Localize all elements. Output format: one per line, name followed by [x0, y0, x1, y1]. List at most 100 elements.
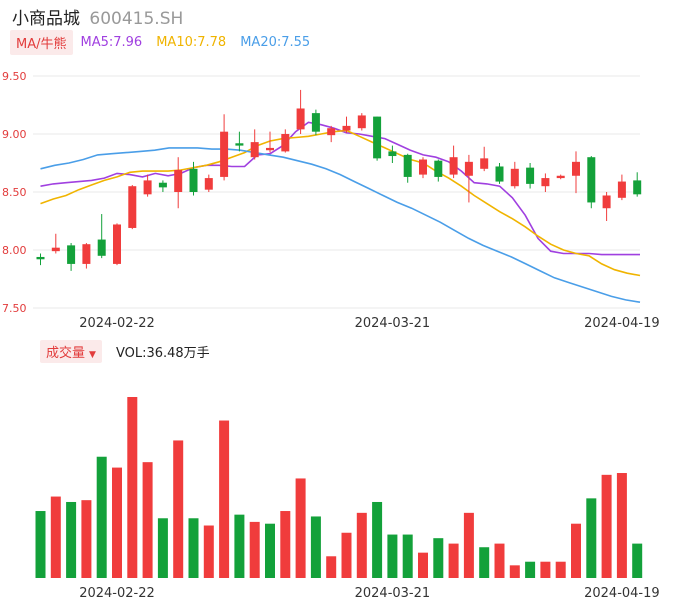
candle-body: [449, 157, 458, 175]
candle-body: [587, 157, 596, 203]
candle: [373, 116, 382, 161]
candle: [235, 131, 244, 152]
volume-bar: [127, 397, 138, 578]
volume-bar: [50, 496, 61, 578]
candle-body: [357, 115, 366, 129]
candle: [602, 192, 611, 221]
ma-line-ma10: [40, 129, 641, 277]
candle-body: [510, 168, 519, 187]
candle-body: [633, 180, 642, 195]
ma5-value: MA5:7.96: [80, 34, 143, 50]
chevron-down-icon: ▼: [89, 349, 96, 360]
candle: [189, 161, 198, 196]
price-date-label: 2024-03-21: [355, 316, 431, 331]
candle: [419, 157, 427, 179]
candle-body: [281, 134, 290, 152]
candle: [572, 151, 580, 194]
candle-body: [204, 178, 213, 190]
candle-body: [434, 160, 443, 177]
volume-bar: [96, 456, 107, 578]
candle: [51, 233, 60, 254]
candle-body: [541, 178, 550, 187]
volume-bar: [448, 543, 459, 578]
candle-body: [143, 180, 152, 195]
volume-bar: [387, 534, 398, 578]
candle: [464, 154, 473, 203]
stock-title: 小商品城 600415.SH: [12, 4, 183, 29]
candle: [327, 125, 336, 143]
volume-bar: [326, 556, 337, 578]
price-tick-label: 8.00: [2, 244, 27, 257]
candle: [403, 153, 412, 183]
candle-body: [266, 147, 274, 151]
price-date-label: 2024-04-19: [584, 316, 660, 331]
candle: [143, 174, 152, 197]
candle: [67, 243, 76, 271]
candle: [587, 156, 596, 209]
volume-value: VOL:36.48万手: [115, 345, 210, 361]
volume-bar: [555, 561, 566, 578]
candle: [36, 253, 45, 266]
candle-body: [464, 161, 473, 176]
candle-body: [602, 195, 611, 209]
candle: [449, 145, 458, 179]
candle: [82, 243, 91, 269]
candle-body: [189, 168, 198, 192]
stock-code: 600415.SH: [89, 9, 184, 29]
ma-legend: MA/牛熊 MA5:7.96 MA10:7.78 MA20:7.55: [10, 29, 324, 55]
volume-bar: [112, 467, 122, 578]
volume-bar: [66, 501, 77, 578]
candle-body: [526, 167, 535, 184]
candle: [541, 173, 550, 192]
candle-body: [220, 131, 229, 177]
candle-body: [158, 182, 167, 188]
candle-body: [296, 108, 305, 130]
ma-type-selector[interactable]: MA/牛熊: [10, 29, 73, 55]
candle: [480, 146, 489, 172]
candle: [174, 157, 183, 209]
stock-name: 小商品城: [12, 9, 80, 29]
candle-body: [403, 154, 412, 177]
candle-body: [572, 161, 580, 176]
volume-bar: [479, 547, 490, 578]
volume-bar: [509, 565, 520, 578]
candle: [556, 174, 565, 180]
volume-bar: [157, 518, 168, 578]
volume-bar: [571, 523, 581, 578]
candle: [357, 113, 366, 131]
ma20-value: MA20:7.55: [240, 34, 311, 50]
price-tick-label: 9.00: [2, 128, 27, 141]
price-tick-label: 8.50: [2, 186, 27, 199]
candle: [434, 159, 443, 182]
candle: [204, 174, 213, 192]
price-tick-label: 9.50: [2, 70, 27, 83]
volume-bar: [586, 498, 597, 578]
volume-bar: [234, 514, 245, 578]
candle-body: [128, 186, 137, 228]
candle: [281, 129, 290, 153]
volume-bar: [402, 534, 413, 578]
ma10-value: MA10:7.78: [156, 34, 227, 50]
candle: [158, 180, 167, 192]
volume-date-label: 2024-02-22: [79, 586, 155, 601]
volume-bar: [494, 543, 505, 578]
volume-date-label: 2024-04-19: [584, 586, 660, 601]
candle-body: [311, 113, 320, 132]
candle: [113, 223, 121, 266]
volume-bar: [188, 518, 199, 578]
candle: [250, 129, 259, 160]
candle: [526, 163, 535, 189]
candle-body: [373, 116, 382, 159]
candle-body: [67, 245, 76, 264]
volume-bar: [540, 561, 551, 578]
volume-type-selector[interactable]: 成交量 ▼: [40, 339, 102, 363]
volume-bar: [616, 473, 627, 578]
candle-body: [342, 125, 351, 131]
candle: [388, 145, 397, 163]
volume-bar: [280, 511, 291, 578]
candle-body: [97, 239, 106, 256]
candle-body: [495, 166, 504, 182]
candle: [510, 161, 519, 189]
volume-bar: [249, 521, 260, 578]
